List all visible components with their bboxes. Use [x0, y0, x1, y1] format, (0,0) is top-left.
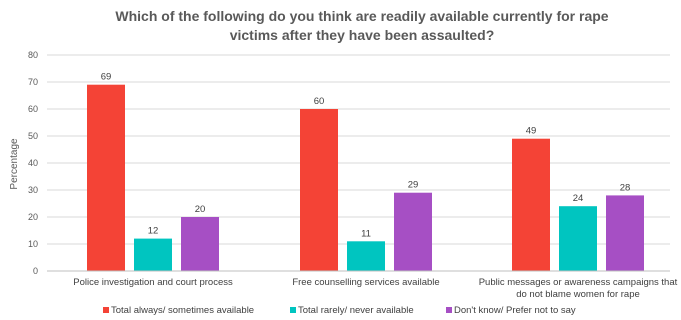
data-label: 69	[101, 72, 112, 83]
data-label: 20	[195, 204, 206, 215]
legend-swatch	[290, 307, 296, 313]
gridlines	[47, 54, 670, 245]
y-tick-label: 50	[28, 131, 38, 141]
data-label: 12	[148, 226, 159, 237]
bars	[87, 84, 644, 271]
y-axis-label: Percentage	[9, 138, 20, 190]
chart-title-line: Which of the following do you think are …	[115, 8, 608, 24]
y-tick-label: 10	[28, 239, 38, 249]
bar	[134, 238, 172, 271]
bar	[394, 192, 432, 271]
bar	[512, 138, 550, 271]
data-labels: 69 12 20 60 11 29 49 24 28	[101, 72, 631, 240]
chart-title-line: victims after they have been assaulted?	[230, 27, 495, 43]
y-axis-ticks: 0 10 20 30 40 50 60 70 80	[28, 50, 38, 276]
chart-title: Which of the following do you think are …	[115, 8, 608, 43]
data-label: 24	[573, 193, 584, 204]
y-tick-label: 0	[33, 266, 38, 276]
legend-swatch	[103, 307, 109, 313]
y-tick-label: 20	[28, 212, 38, 222]
data-label: 60	[314, 96, 325, 107]
legend-label: Total rarely/ never available	[298, 305, 414, 316]
y-tick-label: 60	[28, 104, 38, 114]
category-label: Public messages or awareness campaigns t…	[479, 277, 678, 288]
bar	[87, 84, 125, 271]
y-tick-label: 80	[28, 50, 38, 60]
category-label: Police investigation and court process	[73, 277, 233, 288]
data-label: 11	[361, 228, 371, 239]
data-label: 28	[620, 182, 631, 193]
legend-label: Total always/ sometimes available	[111, 305, 254, 316]
data-label: 49	[526, 126, 537, 137]
legend-swatch	[446, 307, 452, 313]
data-label: 29	[408, 180, 419, 191]
y-tick-label: 30	[28, 185, 38, 195]
bar	[300, 109, 338, 271]
legend: Total always/ sometimes available Total r…	[103, 305, 576, 316]
category-label: Free counselling services available	[292, 277, 439, 288]
bar	[606, 195, 644, 271]
y-tick-label: 40	[28, 158, 38, 168]
y-tick-label: 70	[28, 77, 38, 87]
category-label: do not blame women for rape	[516, 289, 640, 300]
bar	[181, 217, 219, 271]
legend-label: Don't know/ Prefer not to say	[454, 305, 576, 316]
bar	[347, 241, 385, 271]
bar	[559, 206, 597, 271]
category-labels: Police investigation and court process Fr…	[73, 277, 677, 300]
